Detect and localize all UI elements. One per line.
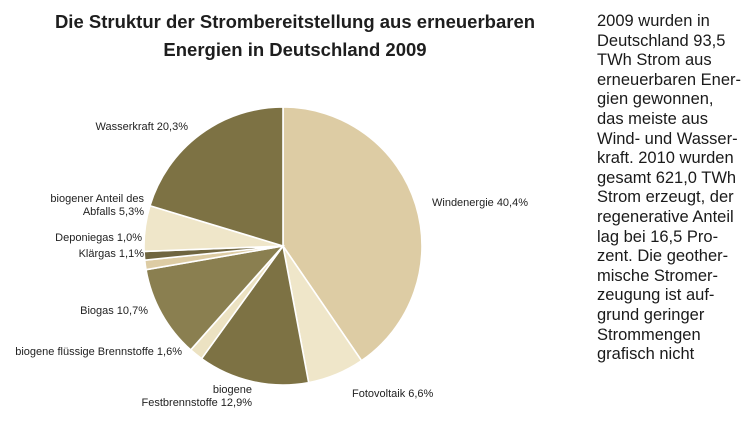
side-text-line: gesamt 621,0 TWh [597, 168, 737, 187]
chart-title-line-1: Die Struktur der Strombereitstellung aus… [54, 11, 536, 32]
side-text-line: das meiste aus [597, 109, 708, 128]
side-text-line: zeugung ist auf- [597, 286, 715, 305]
slice-label-line: Deponiegas 1,0% [55, 232, 142, 244]
pie-chart: Windenergie 40,4% Fotovoltaik 6,6% biogene… [15, 106, 528, 409]
side-text-line: Deutschland 93,5 [597, 31, 726, 50]
slice-label-line: biogener Anteil des [50, 193, 144, 205]
side-text-line: zent. Die geother- [597, 247, 729, 266]
slice-label-line: Klärgas 1,1% [79, 248, 145, 260]
slice-label: Klärgas 1,1% [79, 248, 145, 260]
slice-label-line: biogene [213, 384, 252, 396]
side-text-line: lag bei 16,5 Pro- [597, 227, 719, 246]
slice-label-line: Abfalls 5,3% [83, 206, 144, 218]
side-text: 2009 wurden in Deutschland 93,5 TWh Strom … [597, 12, 750, 365]
slice-label: Deponiegas 1,0% [55, 232, 142, 244]
pie-slice [282, 106, 423, 362]
slice-label-line: Fotovoltaik 6,6% [352, 388, 434, 400]
chart-title-line-2: Energien in Deutschland 2009 [163, 39, 427, 60]
slice-label: Wasserkraft 20,3% [95, 121, 188, 133]
side-text-line: 2009 wurden in [597, 12, 710, 30]
side-text-line: Strommengen [597, 325, 701, 344]
side-text-line: Wind- und Wasser- [597, 129, 738, 148]
chart-title: Die Struktur der Strombereitstellung aus… [0, 8, 590, 64]
slice-label: biogene Festbrennstoffe 12,9% [142, 384, 253, 409]
slice-label: biogene flüssige Brennstoffe 1,6% [15, 346, 182, 358]
side-text-line: kraft. 2010 wurden [597, 149, 734, 168]
slice-label-line: biogene flüssige Brennstoffe 1,6% [15, 346, 182, 358]
side-text-line: erneuerbaren Ener- [597, 70, 742, 89]
slice-label-line: Windenergie 40,4% [432, 197, 528, 209]
slice-label: Windenergie 40,4% [432, 197, 528, 209]
side-text-line: regenerative Anteil [597, 207, 734, 226]
side-text-line: grafisch nicht [597, 345, 695, 364]
side-text-line: TWh Strom aus [597, 51, 712, 70]
side-text-line: grund geringer [597, 305, 705, 324]
side-text-line: mische Stromer- [597, 266, 719, 285]
slice-label: Biogas 10,7% [80, 305, 148, 317]
slice-label: biogener Anteil des Abfalls 5,3% [50, 193, 144, 218]
slice-label: Fotovoltaik 6,6% [352, 388, 434, 400]
side-text-line: gien gewonnen, [597, 90, 714, 109]
slice-label-line: Biogas 10,7% [80, 305, 148, 317]
side-text-line: Strom erzeugt, der [597, 188, 734, 207]
pie-slice [148, 106, 284, 248]
slice-label-line: Festbrennstoffe 12,9% [142, 397, 253, 409]
slice-label-line: Wasserkraft 20,3% [95, 121, 188, 133]
pie-slice [200, 244, 310, 386]
pie-slice [145, 244, 286, 352]
